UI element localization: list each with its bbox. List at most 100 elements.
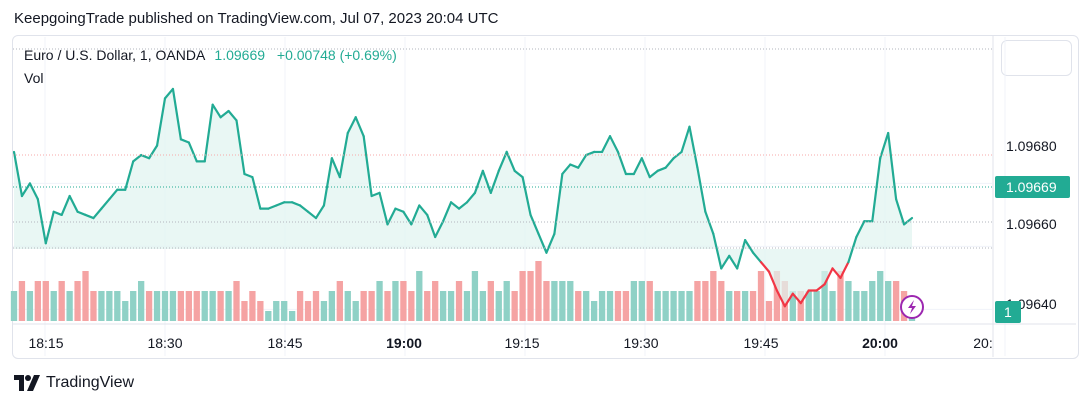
price-area-fill [14,88,912,307]
volume-bar [837,271,844,321]
publisher-line: KeepgoingTrade published on TradingView.… [14,10,499,27]
volume-bar [543,281,550,321]
volume-bar [749,291,757,321]
volume-bar [312,291,320,321]
price-segment [481,169,492,194]
volume-bar [185,291,192,321]
price-segment [52,210,63,217]
volume-bar [137,281,145,321]
volume-bar [209,291,216,321]
volume-bar [726,291,733,321]
price-segment [561,163,572,176]
volume-bar [559,281,566,321]
price-segment [847,235,858,264]
price-segment [76,210,87,217]
price-segment [680,125,691,154]
volume-bar [821,271,828,321]
volume-bar [598,291,606,321]
price-segment [720,254,731,270]
volume-bar [479,291,487,321]
price-segment [871,157,882,223]
volume-bar [376,281,383,321]
volume-bar [288,311,296,321]
volume-bar [789,291,796,321]
volume-bar [527,271,534,321]
volume-scale-label: 1 [1004,304,1012,320]
volume-bar [408,291,415,321]
volume-bar [797,291,804,321]
volume-bar [463,291,471,321]
volume-bar [265,311,272,321]
price-segment [36,198,47,245]
price-segment [211,103,222,119]
price-segment [235,119,246,176]
volume-bar [249,291,256,321]
price-segment [855,220,866,239]
time-tick-label: 20: [973,335,992,351]
price-segment [147,144,159,160]
current-price-tag [995,176,1070,198]
volume-bar [424,291,431,321]
price-segment [291,201,302,207]
volume-bar [432,281,439,321]
price-segment [163,87,175,100]
volume-bar [416,271,423,321]
price-segment [92,207,103,220]
price-segment [759,261,771,273]
volume-bar [686,291,693,321]
volume-bar [304,301,312,321]
volume-bar [869,281,876,321]
chart-settings-button[interactable] [1001,40,1072,76]
symbol-title[interactable]: Euro / U.S. Dollar, 1, OANDA [24,47,205,63]
volume-bar [829,291,836,321]
volume-bar [710,271,717,321]
price-segment [179,138,190,144]
lightning-icon[interactable] [900,295,924,319]
volume-bar [161,291,169,321]
volume-bar [606,291,614,321]
volume-bar [805,291,812,321]
volume-bar [630,281,638,321]
price-segment [696,166,707,213]
volume-scale-tag [995,301,1021,323]
volume-bar [845,281,852,321]
price-segment [632,157,643,176]
price-segment [704,210,715,235]
volume-bar [447,291,455,321]
volume-bar [257,301,264,321]
price-segment [362,135,373,198]
volume-label[interactable]: Vol [24,70,44,86]
volume-bar [18,281,26,321]
price-segment [44,210,55,245]
price-segment [100,198,111,210]
price-segment [402,210,413,226]
price-segment [513,169,524,179]
volume-bar [26,291,34,321]
volume-bar [344,291,351,321]
volume-bar [225,291,232,321]
volume-bar [670,291,677,321]
price-segment [187,141,198,163]
volume-bar [201,291,208,321]
volume-bar [638,281,645,321]
volume-bar [384,291,391,321]
volume-bar [145,291,153,321]
footer-brand[interactable]: TradingView [14,374,134,392]
price-segment [410,204,421,226]
price-segment [751,251,763,264]
volume-bar [281,301,288,321]
volume-bar [646,281,653,321]
volume-bar [328,291,336,321]
price-segment [815,283,826,292]
price-segment [577,153,588,169]
volume-bar [193,291,200,321]
price-reference-lines [13,48,992,249]
price-segment [553,172,564,235]
price-tick-label: 1.09660 [1006,216,1057,232]
price-segment [775,289,786,308]
price-segment [672,150,683,160]
price-segment [108,188,119,201]
volume-bar [82,271,89,321]
volume-bar [614,291,622,321]
price-segment [354,116,365,138]
